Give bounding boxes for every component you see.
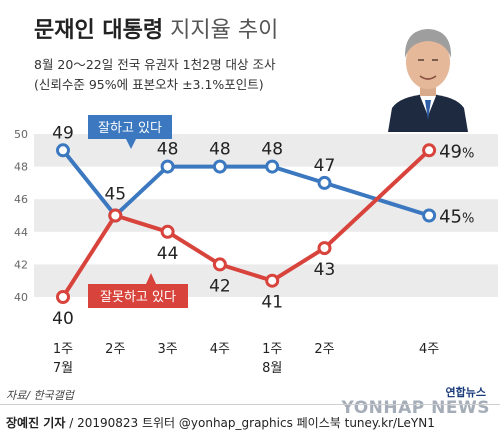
data-point bbox=[160, 159, 175, 174]
y-tick-label: 40 bbox=[14, 291, 28, 304]
data-point bbox=[160, 224, 175, 239]
survey-note: 8월 20～22일 전국 유권자 1천2명 대상 조사 bbox=[34, 57, 276, 72]
data-label: 48 bbox=[261, 140, 283, 160]
legend-callout-approve-box bbox=[88, 115, 172, 139]
legend-callout-disapprove-box bbox=[88, 284, 188, 308]
data-label: 41 bbox=[261, 293, 283, 313]
x-axis-ticks: 1주 7월 2주 3주 4주 1주 8월 2주 4주 bbox=[53, 342, 439, 376]
credit-name: 장예진 기자 bbox=[6, 416, 66, 430]
data-label: 48 bbox=[209, 140, 231, 160]
data-label: 49 bbox=[52, 123, 74, 143]
data-label: 42 bbox=[209, 276, 231, 296]
data-label: 48 bbox=[157, 140, 179, 160]
x-tick-label: 1주 bbox=[53, 342, 73, 357]
data-point bbox=[56, 290, 70, 304]
data-label: 49% bbox=[439, 141, 474, 162]
y-tick-label: 46 bbox=[14, 193, 28, 206]
data-point bbox=[108, 208, 123, 223]
x-tick-label: 4주 bbox=[419, 342, 439, 357]
margin-note: (신뢰수준 95%에 표본오차 ±3.1%포인트) bbox=[34, 77, 264, 92]
series-points bbox=[56, 143, 437, 304]
data-label: 45 bbox=[104, 185, 126, 205]
data-label: 45% bbox=[439, 207, 474, 228]
credit-rest: / 20190823 트위터 @yonhap_graphics 페이스북 tun… bbox=[65, 416, 435, 430]
y-tick-label: 44 bbox=[14, 226, 28, 239]
footer-divider bbox=[0, 404, 500, 405]
chart-title: 문재인 대통령 지지율 추이 bbox=[34, 12, 278, 44]
data-point bbox=[265, 159, 280, 174]
x-tick-label: 4주 bbox=[210, 342, 230, 357]
x-tick-label: 8월 bbox=[262, 361, 282, 376]
y-tick-label: 48 bbox=[14, 161, 28, 174]
x-tick-label: 7월 bbox=[53, 361, 73, 376]
brand-watermark: YONHAP NEWS bbox=[341, 398, 490, 418]
x-tick-label: 1주 bbox=[262, 342, 282, 357]
data-labels: 49 45 48 48 48 47 45% 40 44 42 41 43 49% bbox=[52, 123, 474, 329]
legend-callout-disapprove-pointer bbox=[146, 273, 156, 284]
legend-callout-approve-pointer bbox=[126, 139, 136, 149]
title-bold: 문재인 대통령 bbox=[34, 18, 164, 43]
data-label: 47 bbox=[314, 156, 336, 176]
title-light: 지지율 추이 bbox=[170, 18, 279, 43]
brand-logo-small: 연합뉴스 bbox=[445, 386, 486, 399]
x-tick-label: 2주 bbox=[314, 342, 334, 357]
credit-line: 장예진 기자 / 20190823 트위터 @yonhap_graphics 페… bbox=[6, 414, 435, 431]
data-label: 44 bbox=[157, 244, 179, 264]
line-chart: 40 42 44 46 48 50 1주 7월 2주 3주 4주 1주 8월 2주 4주 49 45 48 48… bbox=[14, 115, 498, 376]
x-tick-label: 3주 bbox=[157, 342, 177, 357]
data-point bbox=[56, 143, 70, 158]
data-point bbox=[212, 257, 227, 272]
grid-band bbox=[34, 134, 498, 167]
data-label: 40 bbox=[52, 309, 74, 329]
president-portrait bbox=[380, 16, 476, 132]
data-point bbox=[212, 159, 227, 174]
legend-label-approve: 잘하고 있다 bbox=[98, 121, 162, 136]
y-axis-ticks: 40 42 44 46 48 50 bbox=[14, 128, 28, 304]
data-point bbox=[265, 273, 280, 288]
x-tick-label: 2주 bbox=[105, 342, 125, 357]
data-point bbox=[317, 175, 332, 190]
source-note: 자료/ 한국갤럽 bbox=[6, 389, 74, 402]
y-tick-label: 50 bbox=[14, 128, 28, 141]
data-point bbox=[422, 143, 437, 158]
data-point bbox=[317, 241, 332, 256]
y-tick-label: 42 bbox=[14, 258, 28, 271]
data-label: 43 bbox=[314, 260, 336, 280]
legend-label-disapprove: 잘못하고 있다 bbox=[100, 290, 176, 305]
data-point bbox=[422, 208, 437, 223]
